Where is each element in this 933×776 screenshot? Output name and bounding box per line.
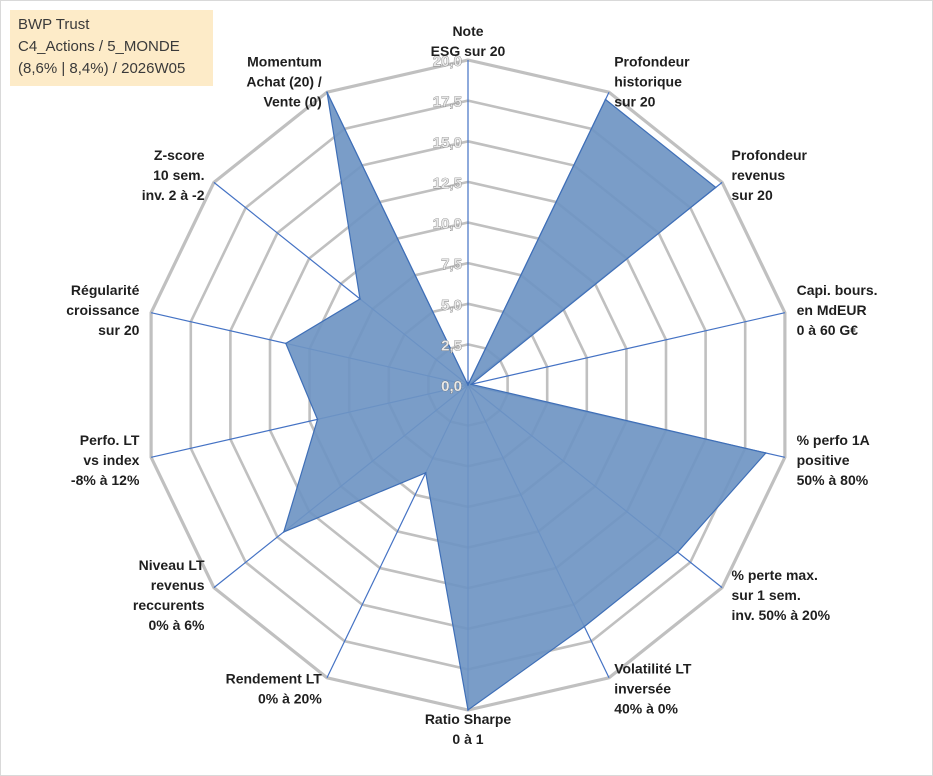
- category-label-line: inv. 50% à 20%: [732, 607, 831, 623]
- series-point-1: [604, 98, 607, 101]
- category-label-line: ESG sur 20: [431, 43, 506, 59]
- category-label-2: Profondeur revenus sur 20: [732, 147, 808, 203]
- category-label-10: Perfo. LT vs index -8% à 12%: [71, 432, 140, 488]
- series-point-8: [424, 472, 427, 474]
- category-label-8: Rendement LT 0% à 20%: [226, 671, 323, 707]
- category-label-line: sur 20: [98, 322, 139, 338]
- category-label-line: vs index: [83, 452, 139, 468]
- category-label-11: Régularité croissance sur 20: [66, 282, 139, 338]
- category-label-line: Z-score: [154, 147, 205, 163]
- tick-label-3: 7,5: [441, 256, 462, 273]
- category-label-line: inversée: [614, 681, 671, 697]
- tick-label-0: 0,0: [441, 378, 462, 395]
- series-point-11: [285, 342, 287, 345]
- category-label-6: Volatilité LT inversée 40% à 0%: [614, 661, 692, 717]
- series-point-2: [714, 186, 717, 189]
- category-label-line: 40% à 0%: [614, 701, 678, 717]
- category-label-12: Z-score 10 sem. inv. 2 à -2: [142, 147, 205, 203]
- category-label-line: 10 sem.: [153, 167, 204, 183]
- category-label-line: inv. 2 à -2: [142, 187, 205, 203]
- series-point-10: [316, 418, 319, 421]
- category-label-line: Niveau LT: [139, 557, 205, 573]
- category-label-line: % perte max.: [732, 567, 818, 583]
- series-point-0: [467, 384, 469, 386]
- series-point-9: [283, 531, 285, 533]
- radar-category-labels: Note ESG sur 20 Profondeur historique sur 20…: [66, 23, 877, 747]
- category-label-1: Profondeur historique sur 20: [614, 53, 690, 109]
- category-label-line: 0% à 20%: [258, 691, 322, 707]
- info-box-fund-name: BWP Trust: [18, 16, 90, 33]
- category-label-line: en MdEUR: [797, 302, 867, 318]
- radar-series: [282, 91, 767, 712]
- tick-label-6: 15,0: [433, 134, 462, 151]
- category-label-line: historique: [614, 73, 682, 89]
- category-label-9: Niveau LT revenus reccurents 0% à 6%: [133, 557, 205, 633]
- tick-label-1: 2,5: [441, 337, 462, 354]
- radar-tick-labels: 0,0 2,5 5,0 7,5 10,0 12,5 15,0 17,5 20,0: [432, 53, 462, 396]
- info-box: BWP Trust C4_Actions / 5_MONDE (8,6% | 8…: [10, 10, 213, 86]
- category-label-line: 0 à 60 G€: [797, 322, 859, 338]
- tick-label-2: 5,0: [441, 297, 462, 314]
- category-label-line: Ratio Sharpe: [425, 711, 512, 727]
- axis-spoke-3: [467, 312, 786, 386]
- category-label-line: sur 1 sem.: [732, 587, 801, 603]
- category-label-line: Volatilité LT: [614, 661, 692, 677]
- series-point-7: [467, 709, 469, 711]
- category-label-4: % perfo 1A positive 50% à 80%: [797, 432, 870, 488]
- category-label-line: revenus: [732, 167, 786, 183]
- category-label-line: sur 20: [732, 187, 773, 203]
- category-label-line: 0% à 6%: [148, 617, 205, 633]
- category-label-line: Momentum: [247, 53, 322, 69]
- category-label-line: sur 20: [614, 93, 655, 109]
- category-label-line: Vente (0): [263, 93, 321, 109]
- tick-label-4: 10,0: [433, 216, 462, 233]
- tick-label-8: 20,0: [433, 53, 462, 70]
- category-label-3: Capi. bours. en MdEUR 0 à 60 G€: [797, 282, 878, 338]
- category-label-7: Ratio Sharpe 0 à 1: [425, 711, 512, 747]
- category-label-13: Momentum Achat (20) / Vente (0): [246, 53, 322, 109]
- series-point-13: [326, 91, 328, 93]
- category-label-line: Rendement LT: [226, 671, 323, 687]
- series-point-12: [359, 298, 361, 300]
- category-label-line: croissance: [66, 302, 139, 318]
- category-label-line: Profondeur: [614, 53, 690, 69]
- category-label-line: Capi. bours.: [797, 282, 878, 298]
- info-box-category: C4_Actions / 5_MONDE: [18, 38, 180, 55]
- category-label-line: positive: [797, 452, 850, 468]
- category-label-line: 50% à 80%: [797, 472, 869, 488]
- series-point-5: [676, 551, 679, 553]
- category-label-line: Régularité: [71, 282, 140, 298]
- category-label-line: revenus: [151, 577, 205, 593]
- series-point-4: [765, 452, 767, 454]
- series-point-3: [470, 383, 473, 386]
- series-point-6: [583, 625, 586, 628]
- category-label-line: Achat (20) /: [246, 73, 322, 89]
- category-label-line: Profondeur: [732, 147, 808, 163]
- info-box-performance: (8,6% | 8,4%) / 2026W05: [18, 60, 186, 77]
- tick-label-5: 12,5: [433, 175, 462, 192]
- category-label-line: -8% à 12%: [71, 472, 140, 488]
- category-label-line: reccurents: [133, 597, 205, 613]
- category-label-5: % perte max. sur 1 sem. inv. 50% à 20%: [732, 567, 831, 623]
- category-label-0: Note ESG sur 20: [431, 23, 506, 59]
- category-label-line: 0 à 1: [452, 731, 483, 747]
- tick-label-7: 17,5: [433, 94, 462, 111]
- category-label-line: Perfo. LT: [80, 432, 140, 448]
- category-label-line: % perfo 1A: [797, 432, 870, 448]
- category-label-line: Note: [452, 23, 483, 39]
